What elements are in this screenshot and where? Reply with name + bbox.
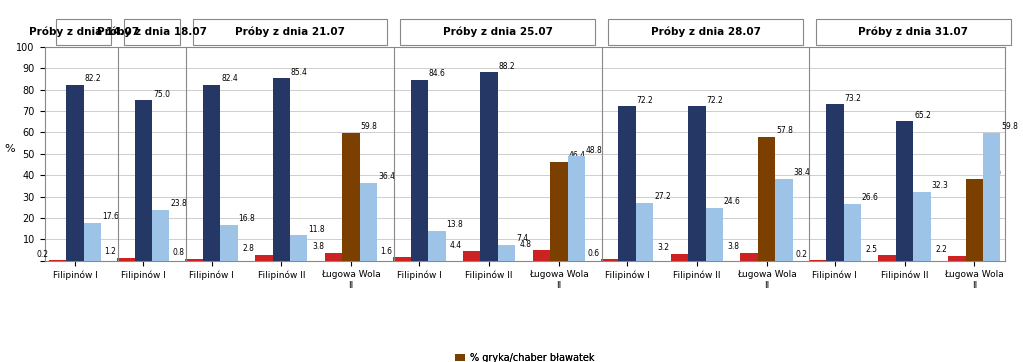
- Text: 0.8: 0.8: [173, 248, 184, 257]
- Bar: [428, 231, 445, 261]
- Bar: [983, 133, 1000, 261]
- Text: 59.8: 59.8: [361, 122, 377, 131]
- Text: Próby z dnia 14.07: Próby z dnia 14.07: [29, 27, 139, 37]
- Text: Próby z dnia 31.07: Próby z dnia 31.07: [858, 27, 969, 37]
- FancyBboxPatch shape: [125, 19, 180, 45]
- Bar: [844, 204, 861, 261]
- Bar: [343, 133, 360, 261]
- Bar: [152, 210, 170, 261]
- Text: 0.2: 0.2: [796, 249, 808, 258]
- Text: 3.8: 3.8: [312, 242, 324, 251]
- Text: 2.2: 2.2: [935, 245, 947, 254]
- Text: 72.2: 72.2: [636, 96, 654, 105]
- Text: Próby z dnia 28.07: Próby z dnia 28.07: [651, 27, 760, 37]
- Text: Próby z dnia 18.07: Próby z dnia 18.07: [97, 27, 207, 37]
- Bar: [758, 137, 775, 261]
- Bar: [601, 259, 618, 261]
- Text: 46.4: 46.4: [569, 151, 585, 160]
- Bar: [84, 223, 101, 261]
- Bar: [827, 104, 844, 261]
- Bar: [671, 254, 688, 261]
- Text: 7.4: 7.4: [517, 234, 528, 243]
- Bar: [948, 256, 966, 261]
- Text: 72.2: 72.2: [707, 96, 723, 105]
- Text: 38.4: 38.4: [794, 168, 810, 177]
- Text: 73.2: 73.2: [844, 94, 861, 102]
- Text: 11.8: 11.8: [308, 225, 325, 234]
- Text: 0.2: 0.2: [36, 249, 48, 258]
- Bar: [255, 254, 272, 261]
- Text: 36.4: 36.4: [379, 172, 395, 181]
- Bar: [325, 253, 343, 261]
- Bar: [463, 251, 481, 261]
- Bar: [360, 183, 377, 261]
- Text: 1.2: 1.2: [104, 247, 117, 256]
- Bar: [49, 260, 66, 261]
- Bar: [741, 253, 758, 261]
- Text: 82.2: 82.2: [85, 74, 101, 83]
- Bar: [688, 106, 706, 261]
- FancyBboxPatch shape: [400, 19, 595, 45]
- Bar: [272, 78, 291, 261]
- Bar: [498, 245, 516, 261]
- FancyBboxPatch shape: [56, 19, 112, 45]
- Y-axis label: %: %: [4, 144, 14, 154]
- Text: 57.8: 57.8: [776, 126, 793, 135]
- Bar: [410, 80, 428, 261]
- Text: 65.2: 65.2: [915, 111, 931, 120]
- Text: 3.2: 3.2: [658, 243, 670, 252]
- Text: 24.6: 24.6: [724, 197, 741, 206]
- Legend: % gryka/chaber bławatek: % gryka/chaber bławatek: [451, 349, 598, 362]
- Text: 26.6: 26.6: [862, 193, 879, 202]
- Text: 0.6: 0.6: [588, 249, 601, 258]
- Bar: [220, 225, 237, 261]
- FancyBboxPatch shape: [609, 19, 803, 45]
- Bar: [706, 208, 723, 261]
- Bar: [291, 235, 308, 261]
- FancyBboxPatch shape: [192, 19, 388, 45]
- Text: 17.6: 17.6: [102, 212, 119, 221]
- FancyBboxPatch shape: [816, 19, 1011, 45]
- Text: 75.0: 75.0: [152, 90, 170, 99]
- Text: 59.8: 59.8: [1002, 122, 1018, 131]
- Bar: [896, 121, 914, 261]
- Text: 3.8: 3.8: [727, 242, 740, 251]
- Bar: [533, 251, 550, 261]
- Bar: [966, 180, 983, 261]
- Text: 48.8: 48.8: [586, 146, 603, 155]
- Text: Próby z dnia 25.07: Próby z dnia 25.07: [443, 27, 552, 37]
- Bar: [809, 260, 827, 261]
- Text: 13.8: 13.8: [446, 220, 463, 230]
- Bar: [393, 257, 410, 261]
- Bar: [775, 178, 793, 261]
- Text: 4.8: 4.8: [520, 240, 532, 249]
- Bar: [568, 156, 585, 261]
- Bar: [879, 255, 896, 261]
- Text: 2.8: 2.8: [242, 244, 255, 253]
- Bar: [636, 203, 654, 261]
- Text: 85.4: 85.4: [291, 68, 308, 76]
- Bar: [914, 191, 931, 261]
- Bar: [185, 259, 203, 261]
- Text: 1.6: 1.6: [381, 247, 393, 256]
- Text: 16.8: 16.8: [238, 214, 256, 223]
- Text: 32.3: 32.3: [932, 181, 948, 190]
- Text: 23.8: 23.8: [171, 199, 187, 208]
- Bar: [550, 161, 568, 261]
- Text: 38.0: 38.0: [984, 169, 1000, 178]
- Bar: [203, 85, 220, 261]
- Bar: [66, 85, 84, 261]
- Text: 82.4: 82.4: [221, 74, 238, 83]
- Bar: [481, 72, 498, 261]
- Text: 88.2: 88.2: [498, 62, 516, 71]
- Text: 84.6: 84.6: [429, 69, 446, 78]
- Bar: [618, 106, 636, 261]
- Text: 4.4: 4.4: [450, 240, 462, 249]
- Text: 27.2: 27.2: [654, 192, 671, 201]
- Text: 2.5: 2.5: [865, 245, 878, 254]
- Bar: [135, 101, 152, 261]
- Text: Próby z dnia 21.07: Próby z dnia 21.07: [235, 27, 345, 37]
- Bar: [118, 258, 135, 261]
